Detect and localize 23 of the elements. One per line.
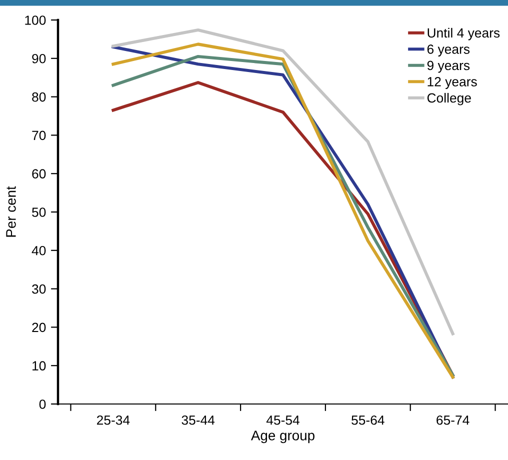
x-axis-title: Age group	[250, 430, 314, 444]
y-tick-label: 50	[32, 208, 46, 217]
legend-label: 6 years	[427, 44, 470, 56]
x-tick-label: 65-74	[436, 415, 470, 425]
x-tick-label: 35-44	[182, 415, 215, 425]
x-tick-label: 55-64	[352, 415, 384, 425]
y-tick-label: 100	[25, 16, 46, 25]
x-tick-label: 45-54	[266, 416, 300, 425]
legend-label: 9 years	[427, 60, 470, 73]
y-tick-label: 70	[32, 130, 46, 140]
legend-label: 12 years	[428, 77, 477, 89]
y-tick-label: 0	[39, 400, 46, 409]
x-tick-label: 25-34	[96, 415, 130, 425]
y-tick-label: 30	[32, 284, 46, 294]
y-tick-label: 10	[32, 361, 46, 371]
y-tick-label: 40	[32, 246, 46, 256]
y-tick-label: 60	[32, 169, 46, 179]
y-axis-title: Per cent	[6, 186, 16, 237]
y-tick-label: 20	[32, 322, 46, 332]
y-tick-label: 90	[32, 54, 46, 64]
y-tick-label: 80	[32, 92, 46, 102]
legend-label: Until 4 years	[428, 28, 500, 40]
legend-label: College	[427, 92, 471, 106]
